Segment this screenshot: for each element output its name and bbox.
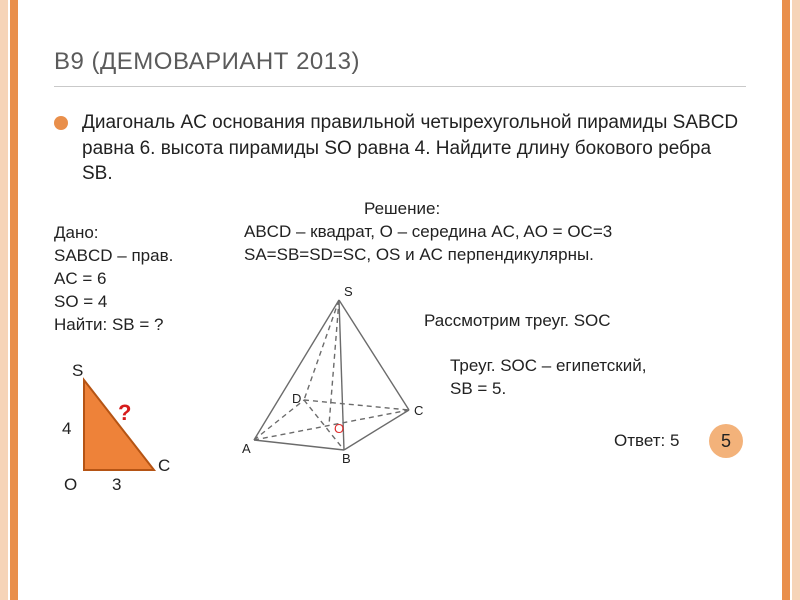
given-line-2: AC = 6 (54, 268, 106, 291)
edge-SC (339, 300, 409, 410)
pyr-label-A: A (242, 440, 251, 458)
edge-AB (254, 440, 344, 450)
solution-l2: SA=SB=SD=SC, OS и AC перпендикулярны. (244, 244, 594, 267)
edge-SA (254, 300, 339, 440)
solution-l4: Треуг. SOC – египетский, (450, 355, 646, 378)
border-bar-4 (792, 0, 800, 600)
given-line-3: SO = 4 (54, 291, 107, 314)
border-bar-2 (10, 0, 18, 600)
tri-side-4: 4 (62, 418, 71, 441)
title-rule (54, 86, 746, 87)
answer-circle: 5 (709, 424, 743, 458)
problem-text: Диагональ AC основания правильной четыре… (82, 110, 746, 187)
tri-label-S: S (72, 360, 83, 383)
given-header: Дано: (54, 222, 99, 245)
tri-side-3: 3 (112, 474, 121, 497)
edge-BC (344, 410, 409, 450)
border-bar-3 (782, 0, 790, 600)
height-SO (329, 300, 339, 425)
tri-label-O: O (64, 474, 77, 497)
slide-frame: В9 (ДЕМОВАРИАНТ 2013) Диагональ AC основ… (0, 0, 800, 600)
tri-label-C: C (158, 455, 170, 478)
pyr-label-O: O (334, 420, 344, 438)
solution-header: Решение: (364, 198, 440, 221)
given-line-4: Найти: SB = ? (54, 314, 163, 337)
border-bar-1 (0, 0, 8, 600)
solution-l3: Рассмотрим треуг. SOC (424, 310, 611, 333)
pyramid-lines (254, 300, 409, 450)
pyr-label-S: S (344, 283, 353, 301)
content-area: В9 (ДЕМОВАРИАНТ 2013) Диагональ AC основ… (54, 0, 746, 600)
tri-question-mark: ? (118, 398, 131, 428)
edge-DC (304, 400, 409, 410)
pyr-label-C: C (414, 402, 423, 420)
solution-l5: SB = 5. (450, 378, 506, 401)
given-line-1: SABCD – прав. (54, 245, 173, 268)
pyr-label-B: B (342, 450, 351, 468)
solution-l1: ABCD – квадрат, O – середина AC, AO = OC… (244, 221, 612, 244)
slide-title: В9 (ДЕМОВАРИАНТ 2013) (54, 48, 746, 76)
solution-answer: Ответ: 5 (614, 430, 679, 453)
answer-number: 5 (721, 431, 731, 452)
pyr-label-D: D (292, 390, 301, 408)
bullet-icon (54, 116, 68, 130)
